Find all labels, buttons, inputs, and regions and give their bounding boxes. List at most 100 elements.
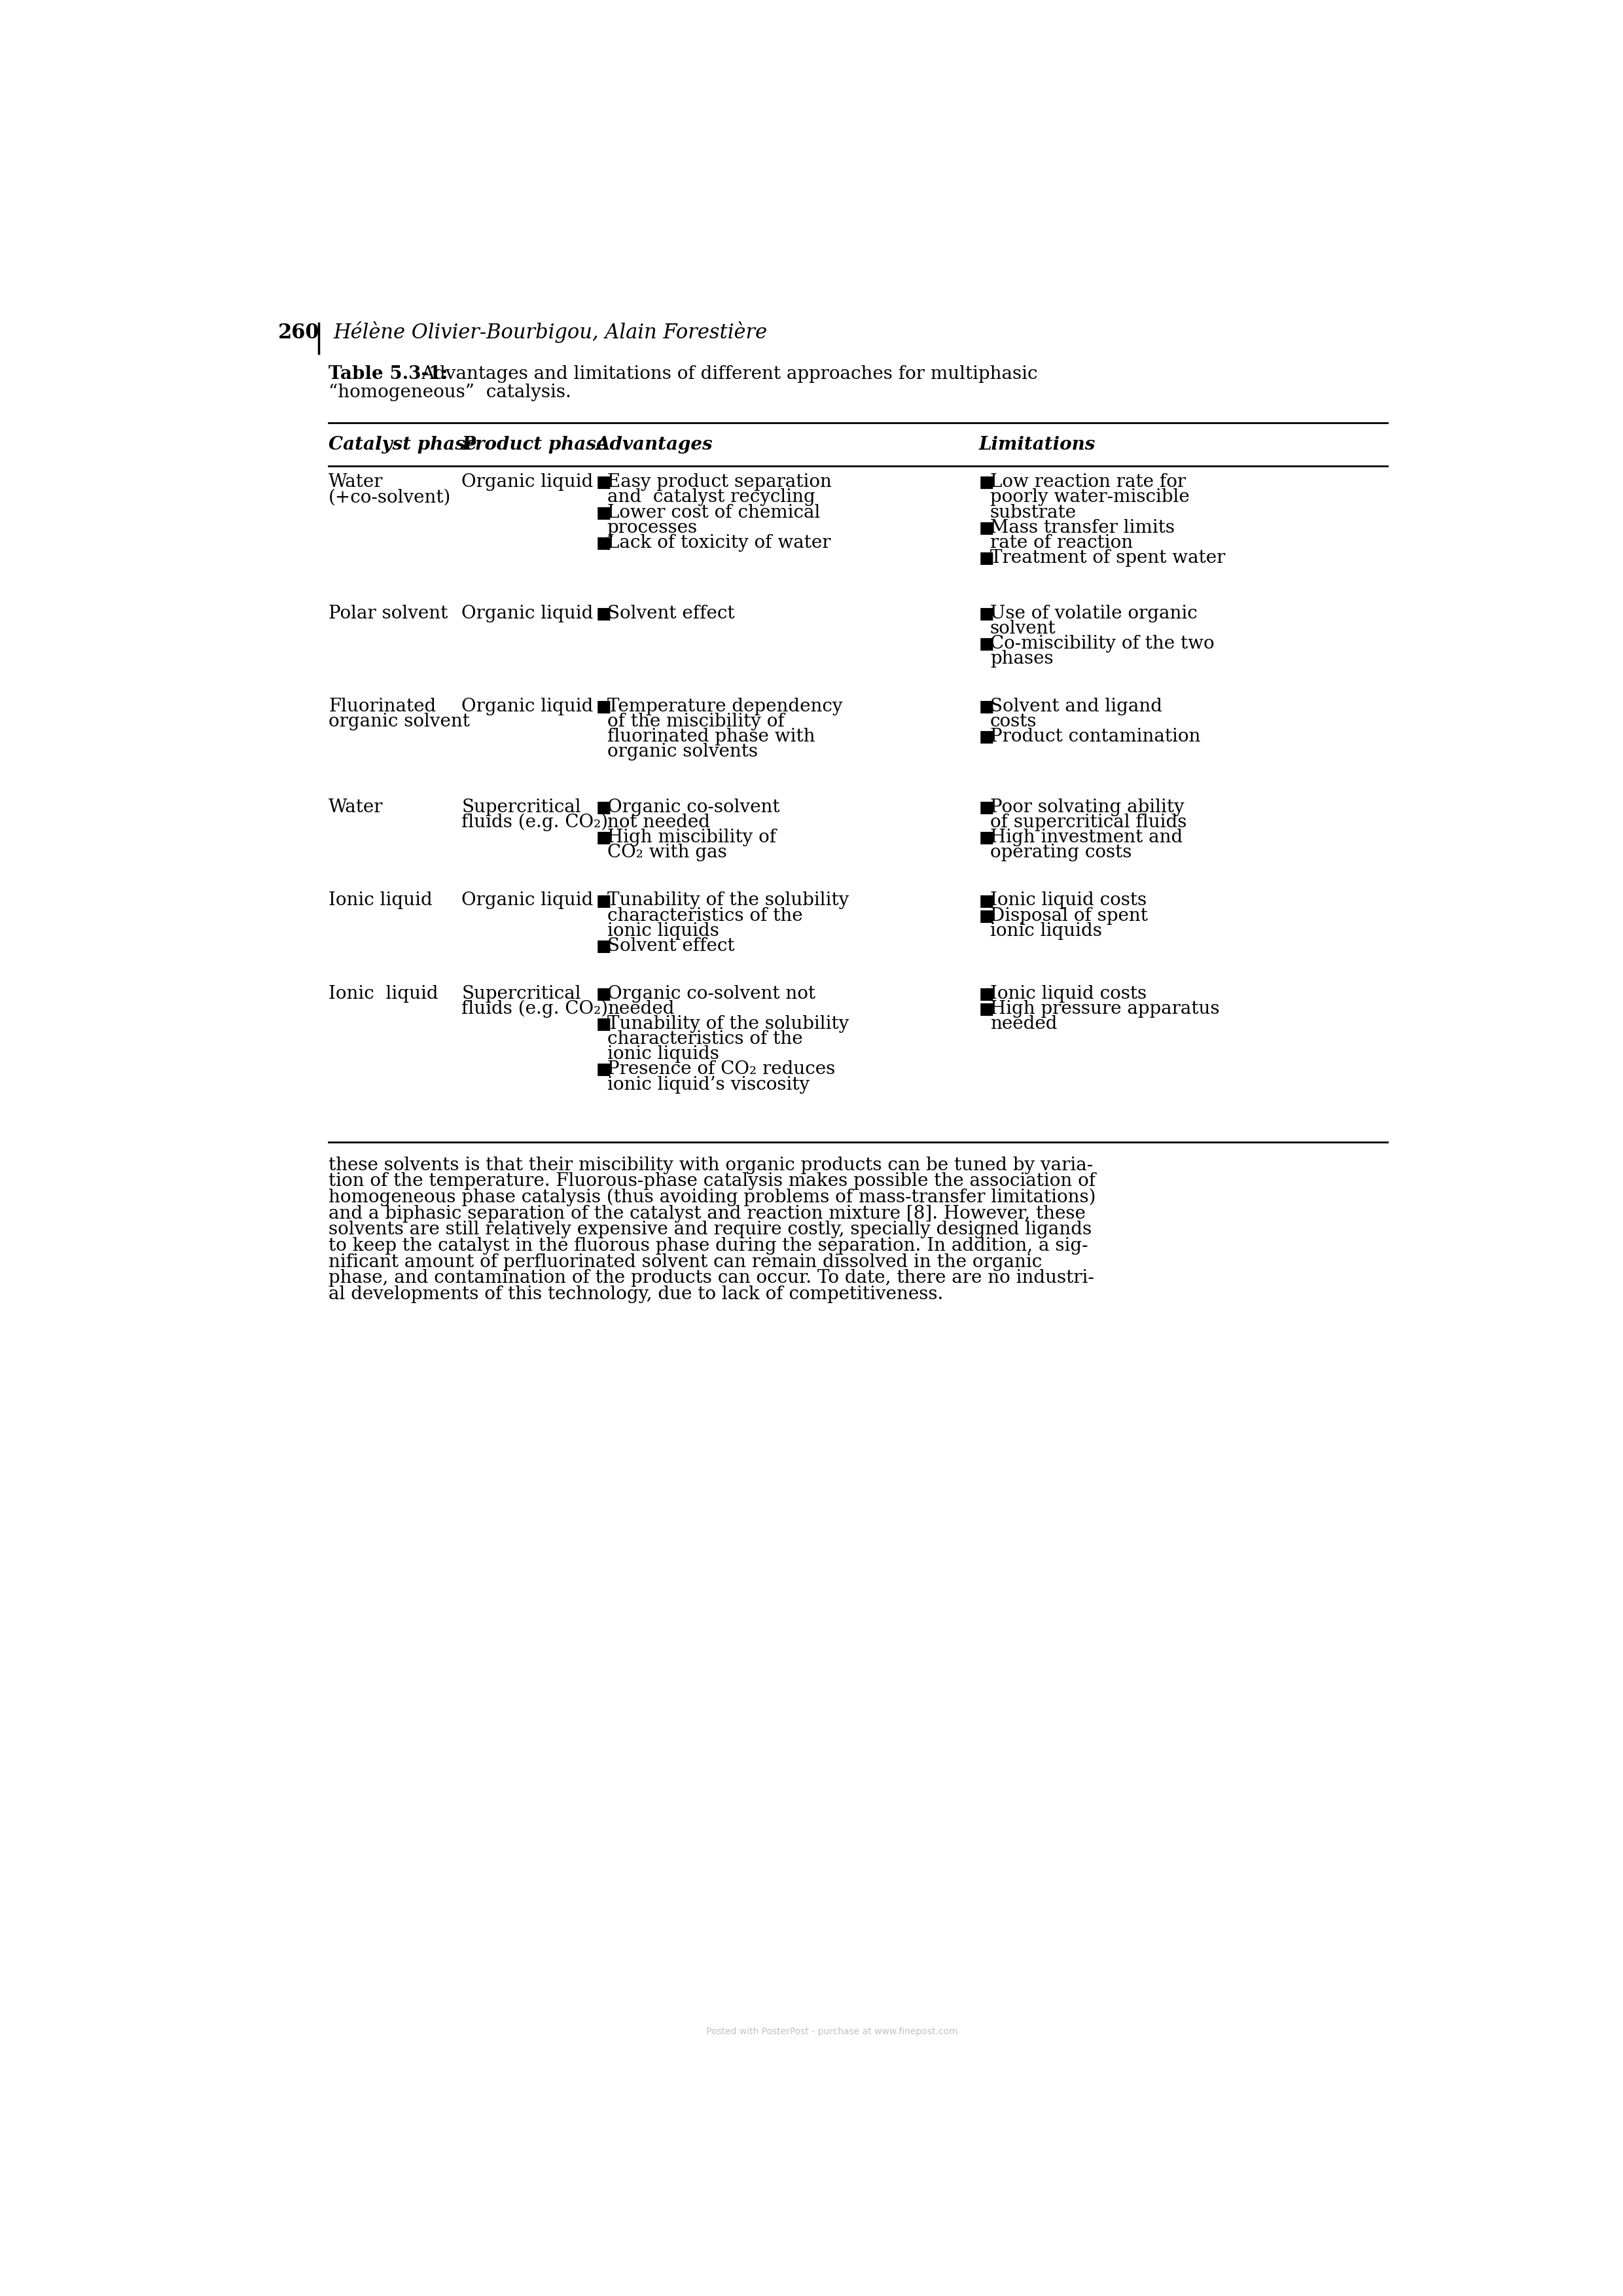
Text: ■: ■: [596, 801, 612, 815]
Text: ■: ■: [979, 730, 995, 744]
Text: phases: phases: [990, 650, 1053, 668]
Text: Disposal of spent: Disposal of spent: [990, 907, 1147, 925]
Text: ionic liquid’s viscosity: ionic liquid’s viscosity: [607, 1077, 810, 1093]
Text: ■: ■: [979, 606, 995, 622]
Text: 260: 260: [278, 324, 320, 342]
Text: Advantages: Advantages: [596, 436, 712, 452]
Text: Product contamination: Product contamination: [990, 728, 1201, 746]
Text: Organic liquid: Organic liquid: [461, 891, 594, 909]
Text: Supercritical: Supercritical: [461, 985, 581, 1003]
Text: ■: ■: [596, 505, 612, 521]
Text: ■: ■: [979, 801, 995, 815]
Text: fluids (e.g. CO₂): fluids (e.g. CO₂): [461, 813, 609, 831]
Text: Poor solvating ability: Poor solvating ability: [990, 799, 1185, 815]
Text: not needed: not needed: [607, 813, 709, 831]
Text: High pressure apparatus: High pressure apparatus: [990, 1001, 1219, 1017]
Text: Organic co-solvent: Organic co-solvent: [607, 799, 779, 815]
Text: ■: ■: [979, 987, 995, 1001]
Text: Ionic liquid costs: Ionic liquid costs: [990, 891, 1146, 909]
Text: ■: ■: [979, 551, 995, 567]
Text: Treatment of spent water: Treatment of spent water: [990, 549, 1225, 567]
Text: substrate: substrate: [990, 503, 1076, 521]
Text: Posted with PosterPost - purchase at www.finepost.com: Posted with PosterPost - purchase at www…: [706, 2027, 958, 2037]
Text: ■: ■: [596, 893, 612, 909]
Text: of supercritical fluids: of supercritical fluids: [990, 813, 1186, 831]
Text: rate of reaction: rate of reaction: [990, 535, 1133, 551]
Text: Fluorinated: Fluorinated: [328, 698, 437, 716]
Text: costs: costs: [990, 712, 1037, 730]
Text: Organic liquid: Organic liquid: [461, 604, 594, 622]
Text: of the miscibility of: of the miscibility of: [607, 712, 784, 730]
Text: organic solvent: organic solvent: [328, 712, 471, 730]
Text: fluorinated phase with: fluorinated phase with: [607, 728, 815, 746]
Text: Catalyst phase: Catalyst phase: [328, 436, 477, 452]
Text: to keep the catalyst in the fluorous phase during the separation. In addition, a: to keep the catalyst in the fluorous pha…: [328, 1238, 1087, 1254]
Text: characteristics of the: characteristics of the: [607, 1031, 802, 1047]
Text: Low reaction rate for: Low reaction rate for: [990, 473, 1186, 491]
Text: ionic liquids: ionic liquids: [607, 923, 719, 939]
Text: Co-miscibility of the two: Co-miscibility of the two: [990, 634, 1214, 652]
Text: nificant amount of perfluorinated solvent can remain dissolved in the organic: nificant amount of perfluorinated solven…: [328, 1254, 1042, 1270]
Text: Solvent and ligand: Solvent and ligand: [990, 698, 1162, 716]
Text: ionic liquids: ionic liquids: [990, 923, 1102, 939]
Text: Organic co-solvent not: Organic co-solvent not: [607, 985, 815, 1003]
Text: Supercritical: Supercritical: [461, 799, 581, 815]
Text: ■: ■: [979, 636, 995, 652]
Text: Mass transfer limits: Mass transfer limits: [990, 519, 1175, 537]
Text: ■: ■: [979, 475, 995, 491]
Text: “homogeneous”  catalysis.: “homogeneous” catalysis.: [328, 383, 571, 402]
Text: ■: ■: [596, 535, 612, 551]
Text: Presence of CO₂ reduces: Presence of CO₂ reduces: [607, 1061, 834, 1079]
Text: Lack of toxicity of water: Lack of toxicity of water: [607, 535, 831, 551]
Text: Limitations: Limitations: [979, 436, 1096, 452]
Text: organic solvents: organic solvents: [607, 744, 758, 760]
Text: CO₂ with gas: CO₂ with gas: [607, 845, 727, 861]
Text: Tunability of the solubility: Tunability of the solubility: [607, 891, 849, 909]
Text: Ionic  liquid: Ionic liquid: [328, 985, 438, 1003]
Text: ■: ■: [979, 1001, 995, 1017]
Text: Solvent effect: Solvent effect: [607, 604, 734, 622]
Text: ■: ■: [596, 939, 612, 955]
Text: fluids (e.g. CO₂): fluids (e.g. CO₂): [461, 999, 609, 1017]
Text: (+co-solvent): (+co-solvent): [328, 489, 451, 505]
Text: Table 5.3-1:: Table 5.3-1:: [328, 365, 448, 383]
Text: and a biphasic separation of the catalyst and reaction mixture [8]. However, the: and a biphasic separation of the catalys…: [328, 1205, 1086, 1221]
Text: ■: ■: [979, 831, 995, 845]
Text: Water: Water: [328, 799, 383, 815]
Text: Temperature dependency: Temperature dependency: [607, 698, 842, 716]
Text: ■: ■: [979, 893, 995, 909]
Text: needed: needed: [607, 1001, 674, 1017]
Text: characteristics of the: characteristics of the: [607, 907, 802, 925]
Text: Use of volatile organic: Use of volatile organic: [990, 604, 1198, 622]
Text: these solvents is that their miscibility with organic products can be tuned by v: these solvents is that their miscibility…: [328, 1157, 1094, 1173]
Text: Water: Water: [328, 473, 383, 491]
Text: Ionic liquid costs: Ionic liquid costs: [990, 985, 1146, 1003]
Text: Product phase: Product phase: [461, 436, 609, 452]
Text: Easy product separation: Easy product separation: [607, 473, 831, 491]
Text: phase, and contamination of the products can occur. To date, there are no indust: phase, and contamination of the products…: [328, 1270, 1094, 1286]
Text: Organic liquid: Organic liquid: [461, 473, 594, 491]
Text: poorly water-miscible: poorly water-miscible: [990, 489, 1190, 505]
Text: solvent: solvent: [990, 620, 1057, 638]
Text: Tunability of the solubility: Tunability of the solubility: [607, 1015, 849, 1033]
Text: operating costs: operating costs: [990, 845, 1131, 861]
Text: processes: processes: [607, 519, 698, 537]
Text: tion of the temperature. Fluorous-phase catalysis makes possible the association: tion of the temperature. Fluorous-phase …: [328, 1173, 1096, 1189]
Text: needed: needed: [990, 1015, 1057, 1033]
Text: Lower cost of chemical: Lower cost of chemical: [607, 503, 820, 521]
Text: and  catalyst recycling: and catalyst recycling: [607, 489, 815, 505]
Text: Hélène Olivier-Bourbigou, Alain Forestière: Hélène Olivier-Bourbigou, Alain Forestiè…: [334, 321, 768, 342]
Text: homogeneous phase catalysis (thus avoiding problems of mass-transfer limitations: homogeneous phase catalysis (thus avoidi…: [328, 1189, 1096, 1205]
Text: Polar solvent: Polar solvent: [328, 604, 448, 622]
Text: ■: ■: [596, 831, 612, 845]
Text: ■: ■: [979, 700, 995, 714]
Text: ■: ■: [596, 700, 612, 714]
Text: Solvent effect: Solvent effect: [607, 937, 734, 955]
Text: Organic liquid: Organic liquid: [461, 698, 594, 716]
Text: High miscibility of: High miscibility of: [607, 829, 776, 847]
Text: ■: ■: [979, 521, 995, 535]
Text: High investment and: High investment and: [990, 829, 1183, 847]
Text: ionic liquids: ionic liquids: [607, 1045, 719, 1063]
Text: ■: ■: [979, 909, 995, 923]
Text: ■: ■: [596, 1017, 612, 1033]
